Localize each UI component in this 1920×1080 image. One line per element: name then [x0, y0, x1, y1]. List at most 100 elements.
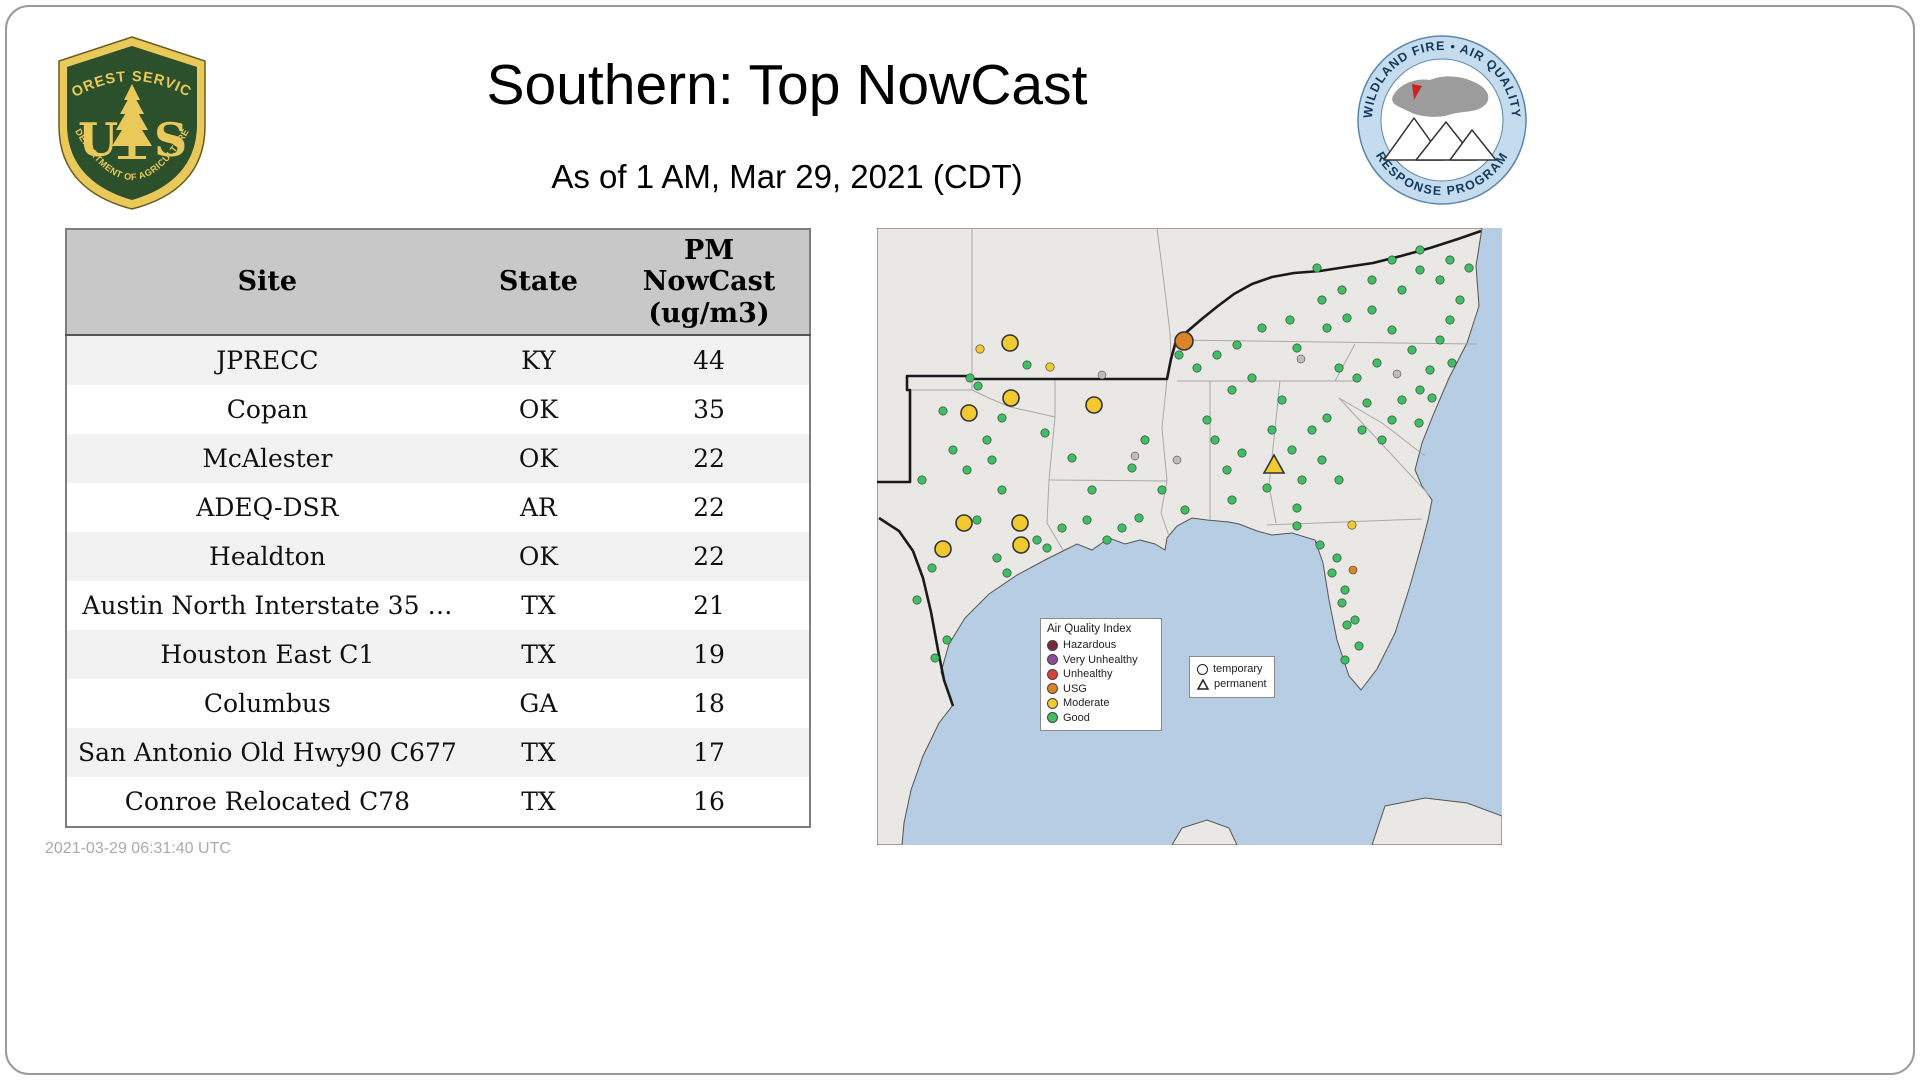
- monitor-marker: [917, 475, 927, 485]
- monitor-marker: [1067, 453, 1077, 463]
- monitor-marker: [960, 404, 978, 422]
- table-row: Houston East C1 TX 19: [66, 630, 810, 679]
- monitor-marker: [1350, 615, 1360, 625]
- monitor-marker: [1340, 655, 1350, 665]
- aqi-color-swatch: [1047, 697, 1058, 709]
- state-cell: OK: [518, 395, 559, 424]
- permanent-triangle-icon: [1197, 679, 1209, 690]
- map-cuba: [1371, 797, 1502, 845]
- state-cell: GA: [519, 689, 558, 718]
- monitor-marker: [1445, 315, 1455, 325]
- monitor-marker: [1040, 428, 1050, 438]
- monitor-marker: [1082, 515, 1092, 525]
- monitor-marker: [1297, 475, 1307, 485]
- permanent-label: permanent: [1214, 678, 1267, 690]
- monitor-marker: [1414, 418, 1424, 428]
- monitor-marker: [1210, 435, 1220, 445]
- monitor-marker: [1367, 305, 1377, 315]
- site-cell: ADEQ-DSR: [196, 493, 339, 522]
- monitor-marker: [1022, 360, 1032, 370]
- monitor-marker: [1354, 641, 1364, 651]
- aqi-color-swatch: [1047, 683, 1058, 695]
- monitor-marker: [1227, 385, 1237, 395]
- state-cell: OK: [518, 542, 559, 571]
- monitor-marker: [1322, 323, 1332, 333]
- aqi-legend-label: Very Unhealthy: [1063, 653, 1138, 666]
- temporary-label: temporary: [1213, 663, 1263, 675]
- aqi-map: Air Quality Index Hazardous Very Unhealth…: [877, 228, 1502, 845]
- monitor-marker: [987, 455, 997, 465]
- monitor-marker: [1212, 350, 1222, 360]
- monitor-marker: [1377, 435, 1387, 445]
- monitor-marker: [1257, 323, 1267, 333]
- table-row: JPRECC KY 44: [66, 335, 810, 385]
- table-row: McAlester OK 22: [66, 434, 810, 483]
- aqi-legend-item: Hazardous: [1047, 638, 1155, 653]
- aqi-legend-title: Air Quality Index: [1047, 623, 1132, 635]
- aqi-legend-list: Hazardous Very Unhealthy Unhealthy USG Moder…: [1047, 638, 1155, 725]
- header-pm-nowcast: PM NowCast (ug/m3): [609, 229, 810, 336]
- monitor-marker: [1357, 425, 1367, 435]
- monitor-marker: [1464, 263, 1474, 273]
- table-header-row: Site State PM NowCast (ug/m3): [66, 229, 810, 336]
- monitor-marker: [1317, 455, 1327, 465]
- monitor-marker: [1130, 451, 1140, 461]
- legend-temporary-row: temporary: [1197, 662, 1267, 677]
- site-cell: Houston East C1: [160, 640, 375, 669]
- aqi-color-swatch: [1047, 639, 1058, 651]
- monitor-marker: [1292, 521, 1302, 531]
- monitor-marker: [1087, 485, 1097, 495]
- aqi-legend-label: USG: [1063, 682, 1087, 695]
- monitor-marker: [997, 413, 1007, 423]
- monitor-marker: [1032, 535, 1042, 545]
- wfaqrp-fire-marker-icon: [1412, 84, 1422, 100]
- monitor-marker: [1292, 503, 1302, 513]
- monitor-marker: [1312, 263, 1322, 273]
- monitor-marker: [1327, 568, 1337, 578]
- monitor-marker: [1322, 413, 1332, 423]
- map-region-boundary: [877, 229, 1482, 707]
- monitor-marker: [1011, 514, 1029, 532]
- pm-value-cell: 22: [693, 444, 725, 473]
- table-row: Copan OK 35: [66, 385, 810, 434]
- aqi-legend-label: Hazardous: [1063, 639, 1117, 651]
- map-basemap: [877, 228, 1502, 845]
- monitor-marker: [1447, 358, 1457, 368]
- aqi-color-swatch: [1047, 668, 1058, 680]
- monitor-marker: [972, 515, 982, 525]
- site-cell: Healdton: [209, 542, 326, 571]
- monitor-marker: [1085, 396, 1103, 414]
- monitor-marker: [1287, 445, 1297, 455]
- monitor-marker: [1348, 565, 1358, 575]
- monitor-marker: [1222, 465, 1232, 475]
- monitor-marker: [1307, 425, 1317, 435]
- monitor-marker: [1202, 415, 1212, 425]
- monitor-marker: [1292, 343, 1302, 353]
- monitor-marker: [982, 435, 992, 445]
- wfaqrp-logo: WILDLAND FIRE • AIR QUALITY RESPONSE PRO…: [1357, 35, 1527, 205]
- site-cell: San Antonio Old Hwy90 C677: [77, 738, 457, 767]
- monitor-marker: [1340, 585, 1350, 595]
- map-yucatan: [1171, 819, 1238, 845]
- usfs-letter-u: U: [78, 113, 118, 167]
- header-state: State: [467, 229, 610, 336]
- map-markers-layer: [912, 245, 1474, 665]
- state-cell: OK: [518, 444, 559, 473]
- monitor-marker: [1415, 245, 1425, 255]
- monitor-marker: [1102, 535, 1112, 545]
- monitor-marker: [1277, 395, 1287, 405]
- table-row: San Antonio Old Hwy90 C677 TX 17: [66, 728, 810, 777]
- monitor-marker: [1347, 520, 1357, 530]
- monitor-marker: [1337, 285, 1347, 295]
- table-row: Austin North Interstate 35 … TX 21: [66, 581, 810, 630]
- table-body: JPRECC KY 44 Copan OK 35 McAlester OK 22 ADEQ-DSR…: [66, 335, 810, 827]
- monitor-marker: [934, 540, 952, 558]
- state-cell: TX: [521, 640, 556, 669]
- site-cell: JPRECC: [216, 346, 319, 375]
- monitor-marker: [1334, 363, 1344, 373]
- monitor-marker: [1180, 505, 1190, 515]
- state-cell: AR: [519, 493, 557, 522]
- monitor-marker: [1342, 620, 1352, 630]
- nowcast-table: Site State PM NowCast (ug/m3) JPRECC KY 44…: [65, 228, 811, 828]
